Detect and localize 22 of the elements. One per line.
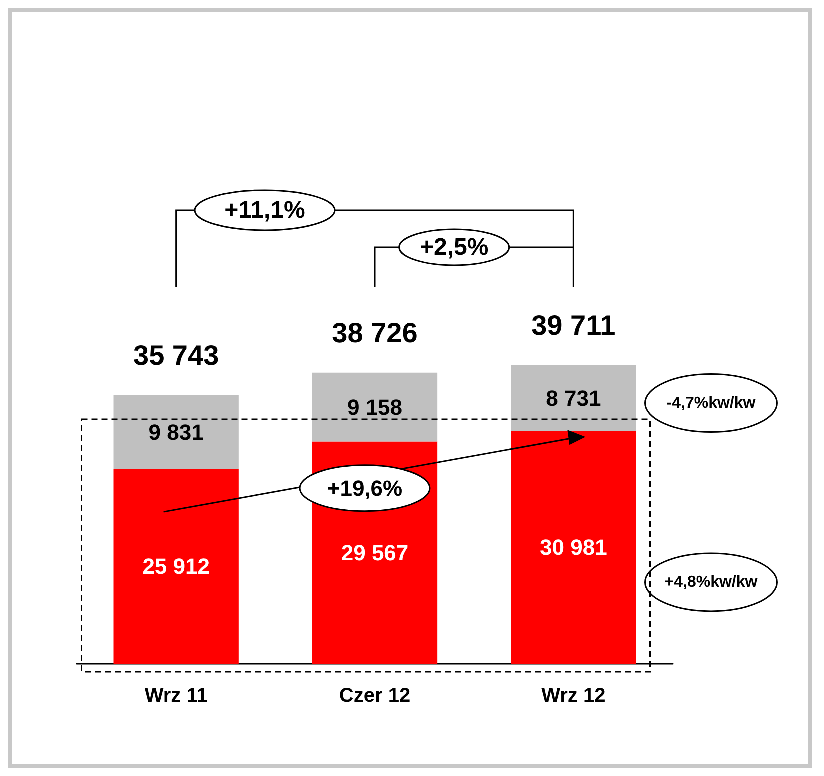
- x-tick-label: Czer 12: [339, 685, 411, 707]
- total-label: 35 743: [134, 340, 220, 371]
- text: -4,7%kw/kw: [666, 394, 756, 412]
- bar: [114, 395, 239, 470]
- data-label: 8 731: [546, 386, 602, 411]
- annotation: +19,6%: [327, 476, 403, 501]
- text: +11,1%: [224, 196, 306, 224]
- text: +2,5%: [420, 234, 489, 261]
- data-label: 30 981: [540, 535, 608, 560]
- total-label: 38 726: [332, 317, 418, 348]
- data-label: 9 831: [148, 420, 204, 445]
- x-tick-label: Wrz 11: [144, 685, 208, 707]
- bar: [114, 469, 239, 664]
- data-label: 29 567: [341, 540, 409, 566]
- bar: [312, 372, 438, 442]
- bar: [511, 431, 636, 664]
- data-label: 25 912: [142, 554, 210, 580]
- bar: [511, 365, 636, 432]
- x-tick-label: Wrz 12: [542, 685, 606, 707]
- text: +4,8%kw/kw: [664, 574, 758, 591]
- total-label: 39 711: [532, 310, 616, 341]
- data-label: 9 158: [347, 394, 403, 420]
